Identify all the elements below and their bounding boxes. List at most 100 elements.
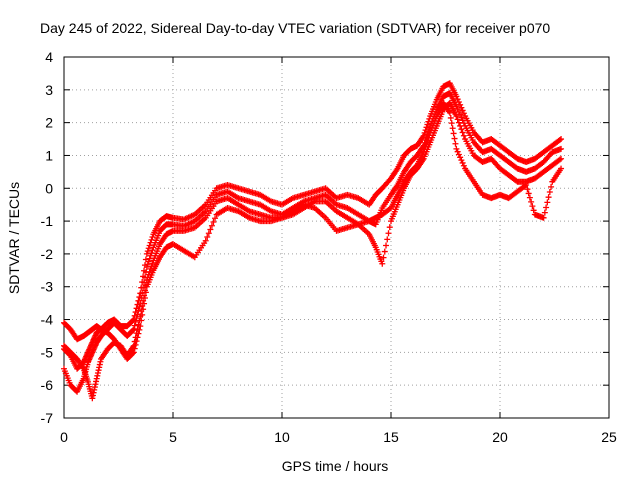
data-point-interp (145, 258, 152, 265)
data-point-interp (460, 110, 467, 117)
data-point (202, 237, 209, 244)
data-point-interp (131, 345, 138, 352)
data-point-interp (204, 234, 211, 241)
series-track-1 (61, 80, 565, 343)
data-point-interp (424, 137, 431, 144)
y-tick-label: -1 (41, 213, 54, 229)
data-point (523, 181, 530, 188)
data-point-interp (451, 135, 458, 142)
data-point-interp (458, 104, 465, 111)
data-point-interp (457, 122, 464, 129)
y-tick-label: 4 (45, 49, 53, 65)
data-point-interp (144, 261, 151, 268)
y-tick-label: 3 (45, 82, 53, 98)
data-point-interp (384, 236, 391, 243)
data-point (453, 113, 460, 120)
y-tick-label: 0 (45, 180, 53, 196)
data-point-interp (460, 132, 467, 139)
plot-frame (63, 56, 610, 419)
data-point-interp (131, 322, 138, 329)
data-point-interp (145, 245, 152, 252)
data-point-interp (543, 204, 550, 211)
x-tick-label: 25 (601, 429, 617, 445)
x-tick-label: 20 (492, 429, 508, 445)
data-point-interp (208, 222, 215, 229)
x-tick-label: 10 (274, 429, 290, 445)
data-point-interp (458, 126, 465, 133)
data-point-interp (449, 125, 456, 132)
data-point-interp (140, 306, 147, 313)
data-point (143, 264, 150, 271)
data-point-interp (149, 247, 156, 254)
series-track-3 (61, 99, 565, 402)
data-point (558, 136, 565, 143)
data-point-interp (458, 114, 465, 121)
data-point-interp (134, 334, 141, 341)
data-point-interp (546, 189, 553, 196)
data-point-interp (212, 215, 219, 222)
data-point-interp (447, 114, 454, 121)
data-point-interp (459, 159, 466, 166)
data-point-interp (205, 230, 212, 237)
data-point (558, 165, 565, 172)
data-point-interp (544, 199, 551, 206)
data-point-interp (524, 186, 531, 193)
data-point-interp (457, 154, 464, 161)
y-tick-label: -2 (41, 246, 54, 262)
chart-title: Day 245 of 2022, Sidereal Day-to-day VTE… (40, 20, 550, 36)
data-point-interp (386, 224, 393, 231)
data-point-interp (425, 135, 432, 142)
data-point-interp (385, 230, 392, 237)
data-point-interp (526, 194, 533, 201)
y-tick-label: -6 (41, 377, 54, 393)
data-point-interp (139, 311, 146, 318)
data-point-interp (144, 248, 151, 255)
data-point-interp (422, 143, 429, 150)
data-point-interp (548, 183, 555, 190)
data-point-interp (142, 289, 149, 296)
data-point-interp (426, 132, 433, 139)
data-point-interp (458, 157, 465, 164)
data-point (137, 323, 144, 330)
data-point-interp (455, 151, 462, 158)
data-point (558, 155, 565, 162)
data-point-interp (459, 129, 466, 136)
data-point (453, 145, 460, 152)
x-tick-label: 15 (383, 429, 399, 445)
data-point-interp (421, 146, 428, 153)
data-point-interp (450, 130, 457, 137)
data-point-interp (383, 242, 390, 249)
series-track-4 (61, 99, 565, 372)
data-point-interp (455, 119, 462, 126)
data-point-interp (545, 194, 552, 201)
y-axis-label: SDTVAR / TECUs (6, 182, 22, 294)
data-point-interp (138, 317, 145, 324)
data-point-interp (210, 219, 217, 226)
data-point-interp (541, 209, 548, 216)
data-point-interp (136, 326, 143, 333)
data-point (379, 260, 386, 267)
data-point-interp (460, 162, 467, 169)
data-point (130, 349, 137, 356)
data-point-interp (141, 294, 148, 301)
grid-lines (64, 57, 609, 418)
x-tick-label: 0 (60, 429, 68, 445)
y-tick-label: 1 (45, 147, 53, 163)
data-point (446, 109, 453, 116)
data-point-interp (459, 107, 466, 114)
data-point (540, 214, 547, 221)
data-point (420, 149, 427, 156)
data-point-interp (556, 136, 563, 143)
data-points (61, 80, 565, 402)
data-point (558, 145, 565, 152)
data-point-interp (129, 327, 136, 334)
data-point-interp (459, 117, 466, 124)
data-point-interp (129, 350, 136, 357)
data-point-interp (132, 341, 139, 348)
data-point-interp (136, 303, 143, 310)
data-point-interp (521, 182, 528, 189)
data-point-interp (132, 318, 139, 325)
data-point-interp (454, 148, 461, 155)
axis-ticks: 0 5 10 15 20 25 -7 -6 -5 -4 -3 -2 -1 0 1 2 3 4 (41, 49, 617, 445)
